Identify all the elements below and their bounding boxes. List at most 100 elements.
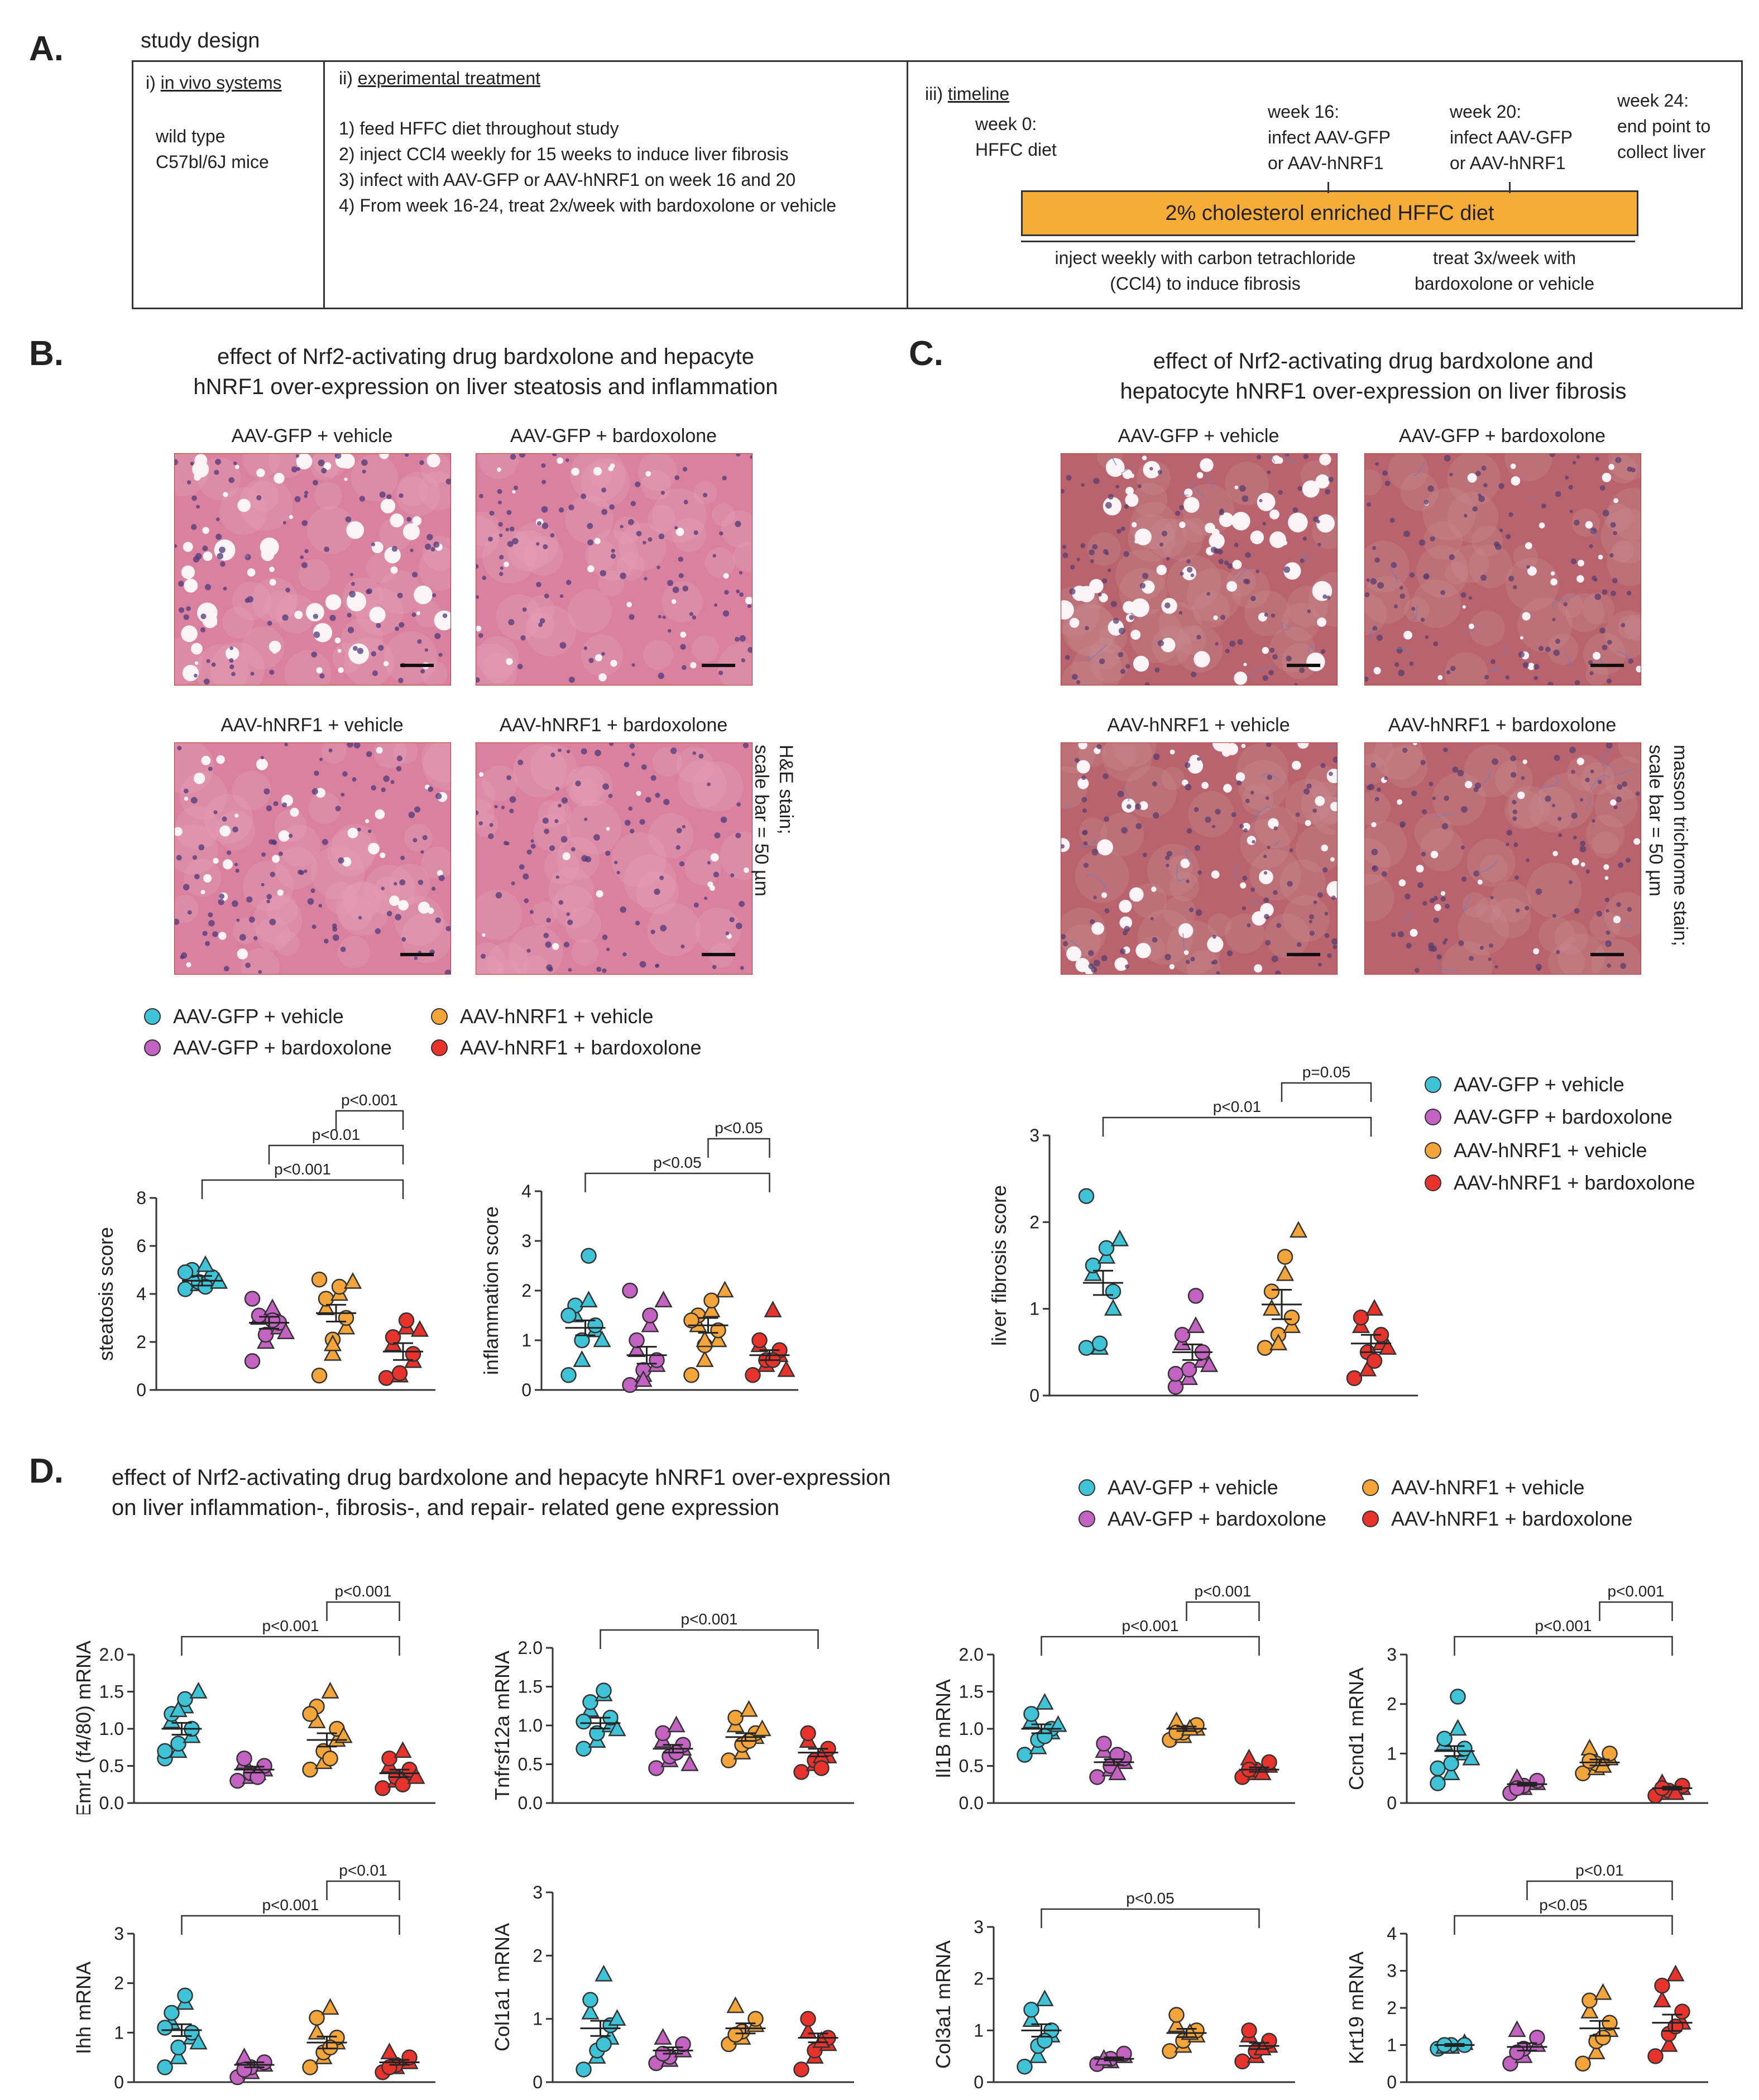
lipid-vacuole <box>226 646 239 660</box>
tissue-tone <box>222 607 254 639</box>
micro-label: AAV-GFP + bardoxolone <box>1398 425 1606 447</box>
data-point <box>235 2048 253 2064</box>
nucleus <box>1286 655 1292 661</box>
nucleus <box>390 780 395 784</box>
collagen-fiber <box>1589 774 1611 791</box>
nucleus <box>418 879 424 885</box>
tissue-tone <box>672 518 707 553</box>
nucleus <box>434 632 441 639</box>
lipid-vacuole <box>337 649 342 653</box>
data-point <box>1017 1747 1033 1763</box>
data-point <box>189 1681 208 1699</box>
nucleus <box>1108 493 1114 500</box>
col3-header: iii) timeline <box>925 84 1010 104</box>
tissue-tone <box>1472 525 1503 557</box>
y-tick-label: 0.0 <box>99 1793 124 1813</box>
nucleus <box>1302 536 1307 541</box>
nucleus <box>1071 674 1078 680</box>
data-point <box>1442 1763 1460 1781</box>
tissue-tone <box>1416 545 1469 598</box>
nucleus <box>712 554 717 558</box>
collagen-fiber <box>1268 454 1276 463</box>
lipid-vacuole <box>218 932 227 940</box>
data-point <box>1647 2048 1664 2064</box>
tissue-tone <box>378 570 422 615</box>
tissue-tone <box>1061 907 1106 957</box>
lipid-vacuole <box>1602 473 1612 482</box>
nucleus <box>1317 543 1321 546</box>
nucleus <box>1194 845 1201 851</box>
nucleus <box>1374 557 1380 563</box>
collagen-fiber <box>1327 745 1337 749</box>
nucleus <box>1061 489 1065 493</box>
lipid-vacuole <box>1169 963 1175 970</box>
lipid-vacuole <box>426 454 440 468</box>
lipid-vacuole <box>1610 799 1617 806</box>
nucleus <box>1506 534 1511 539</box>
nucleus <box>581 493 587 500</box>
nucleus <box>1292 507 1298 513</box>
nucleus <box>536 542 540 546</box>
lipid-vacuole <box>1302 480 1320 498</box>
data-point <box>1358 1359 1377 1377</box>
y-tick-label: 1 <box>1029 1299 1039 1319</box>
nucleus <box>581 855 588 862</box>
lipid-vacuole <box>1297 743 1309 749</box>
y-tick-label: 2 <box>1029 1212 1039 1232</box>
data-point <box>1174 1327 1191 1343</box>
tissue-tone <box>1138 909 1194 965</box>
significance-bracket <box>181 1915 400 1935</box>
nucleus <box>253 936 258 941</box>
nucleus <box>1194 807 1199 812</box>
nucleus <box>1414 967 1420 973</box>
nucleus <box>1105 502 1112 509</box>
lipid-vacuole <box>552 943 559 950</box>
data-point <box>1346 1370 1363 1387</box>
nucleus <box>566 750 571 754</box>
nucleus <box>424 543 432 550</box>
nucleus <box>1571 770 1575 774</box>
nucleus <box>371 651 377 657</box>
nucleus <box>629 743 635 749</box>
lipid-vacuole <box>1219 512 1234 528</box>
data-point <box>596 1682 612 1699</box>
nucleus <box>1250 790 1254 795</box>
data-point <box>1234 2053 1250 2070</box>
lipid-vacuole <box>223 492 228 497</box>
nucleus <box>1468 956 1474 961</box>
significance-bracket <box>1454 1636 1673 1656</box>
data-point <box>716 1281 734 1298</box>
nucleus <box>1144 682 1150 685</box>
nucleus <box>739 635 746 642</box>
nucleus <box>558 748 562 752</box>
nucleus <box>1091 848 1099 856</box>
nucleus <box>1110 601 1117 607</box>
lipid-vacuole <box>384 546 401 564</box>
tissue-tone <box>732 541 752 572</box>
nucleus <box>509 808 514 813</box>
nucleus <box>324 546 330 553</box>
data-point <box>1654 1977 1670 1994</box>
tissue-tone <box>512 522 558 568</box>
nucleus <box>245 598 250 603</box>
tissue-tone <box>175 894 199 923</box>
nucleus <box>1250 887 1255 892</box>
tissue-tone <box>1065 604 1116 656</box>
nucleus <box>1555 491 1561 497</box>
nucleus <box>347 743 353 748</box>
nucleus <box>219 893 225 899</box>
y-tick-label: 1 <box>974 2020 984 2040</box>
lipid-vacuole <box>1533 948 1540 955</box>
nucleus <box>714 832 721 839</box>
lipid-vacuole <box>1593 651 1601 660</box>
tissue-tone <box>619 522 667 571</box>
nucleus <box>1083 862 1089 868</box>
nucleus <box>660 924 667 932</box>
tissue-tone <box>265 590 296 622</box>
lipid-vacuole <box>375 809 385 819</box>
nucleus <box>662 615 666 619</box>
lipid-vacuole <box>1119 899 1132 913</box>
nucleus <box>215 517 220 521</box>
collagen-fiber <box>1435 814 1452 817</box>
